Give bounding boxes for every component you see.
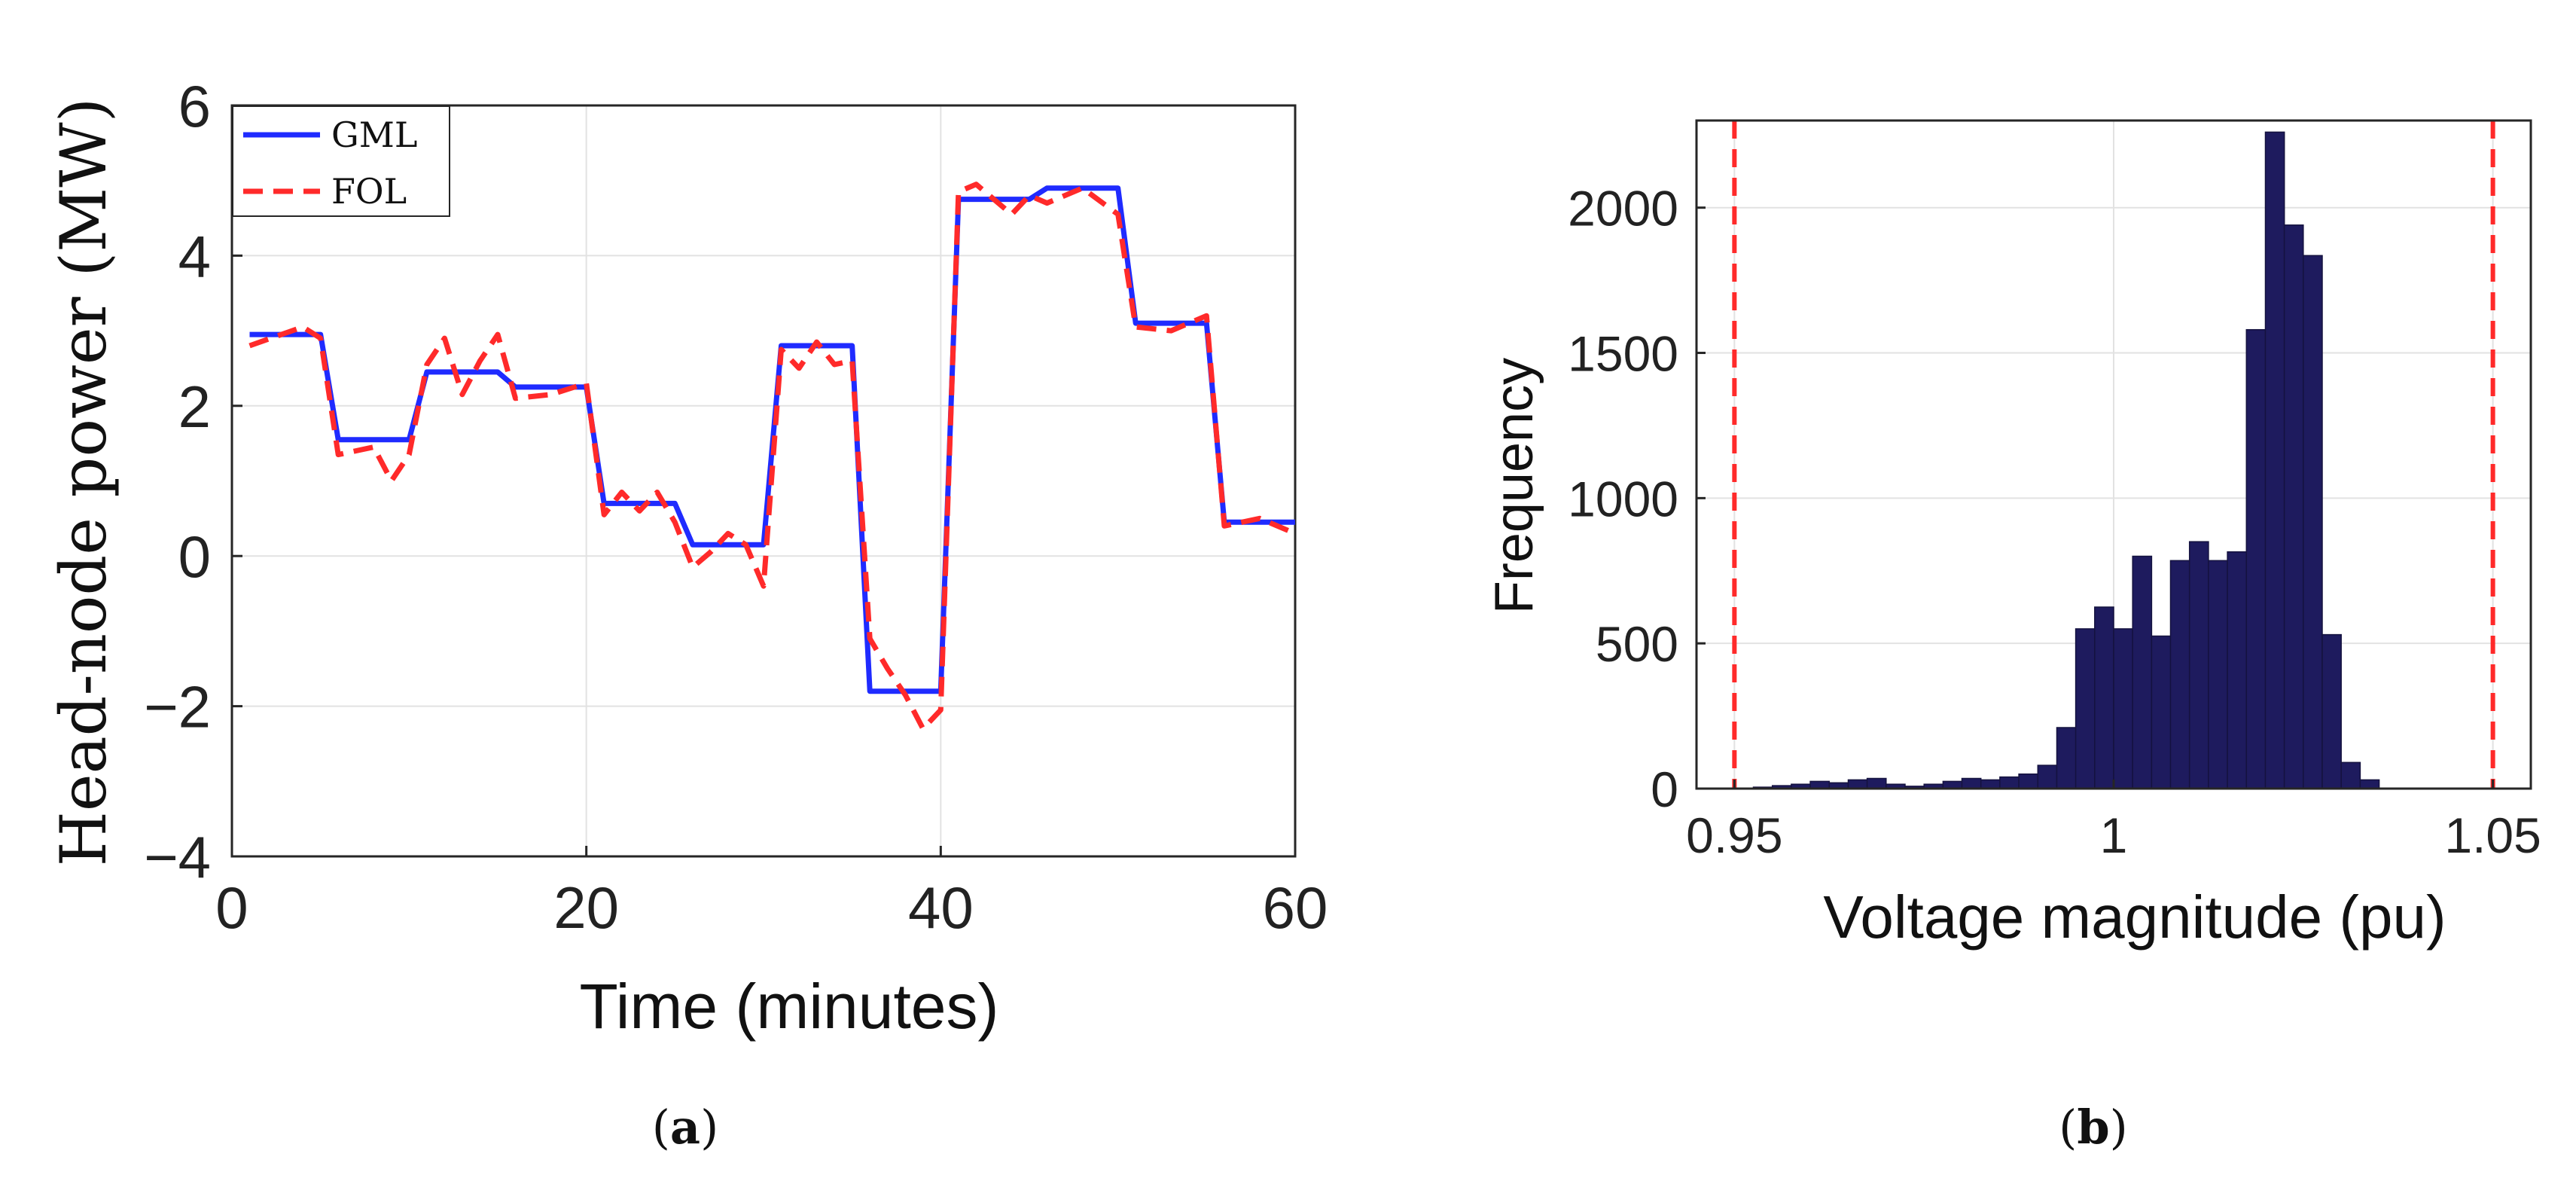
histogram-bar <box>2151 635 2172 789</box>
histogram-bar <box>2094 606 2114 789</box>
chart-a-x-tick-label: 60 <box>1263 874 1328 941</box>
histogram-bar <box>2321 633 2342 789</box>
chart-b-ticks: 0.95 1 1.05 2000 1500 1000 500 0 <box>1568 181 2541 863</box>
chart-b-reference-lines <box>1732 121 2495 789</box>
chart-b-x-tick-label: 1.05 <box>2444 807 2541 863</box>
chart-a-y-tick-label: 4 <box>178 223 211 289</box>
chart-a-y-tick-label: 2 <box>178 374 211 440</box>
chart-b-y-axis-label: Frequency <box>1484 358 1544 614</box>
chart-b-y-tick-label: 0 <box>1651 761 1678 817</box>
chart-a-caption: (a) <box>652 1100 719 1155</box>
series-line-fol <box>248 182 1297 731</box>
histogram-bar <box>2188 541 2209 789</box>
histogram-bar <box>1847 779 1868 789</box>
chart-a-series <box>248 182 1297 731</box>
legend-box <box>232 105 450 217</box>
histogram-bar <box>2037 764 2058 789</box>
chart-a-axes-box <box>230 104 1297 858</box>
histogram-bar <box>2169 560 2190 789</box>
histogram-bar <box>2075 628 2096 789</box>
chart-a-legend: GML FOL <box>232 105 450 217</box>
chart-b-x-tick-label: 0.95 <box>1686 807 1782 863</box>
chart-b-caption: (b) <box>2059 1100 2128 1155</box>
chart-a-grid <box>231 105 1296 857</box>
chart-b: 0.95 1 1.05 2000 1500 1000 500 0 Voltage magnit… <box>1484 119 2541 1155</box>
histogram-bar <box>2227 551 2248 789</box>
histogram-bar <box>2056 727 2077 789</box>
histogram-bar <box>2303 255 2323 789</box>
chart-b-bars <box>1752 131 2380 789</box>
chart-a-y-axis-label: Head-node power (MW) <box>47 98 120 867</box>
histogram-bar <box>2264 131 2285 789</box>
chart-a-x-tick-label: 20 <box>553 874 619 941</box>
chart-b-y-tick-label: 2000 <box>1568 181 1678 237</box>
histogram-bar <box>2245 328 2267 789</box>
chart-a-y-tick-label: 6 <box>178 73 211 139</box>
histogram-bar <box>2113 628 2133 789</box>
chart-b-y-tick-label: 1000 <box>1568 471 1678 526</box>
legend-gml-label: GML <box>331 114 417 155</box>
histogram-bar <box>1999 776 2020 789</box>
chart-a-x-tick-label: 0 <box>215 874 248 941</box>
histogram-bar <box>2132 555 2153 789</box>
chart-a-x-axis-label: Time (minutes) <box>580 971 999 1042</box>
histogram-bar <box>2283 224 2304 789</box>
chart-b-y-tick-label: 1500 <box>1568 326 1678 382</box>
chart-a-y-tick-label: 0 <box>178 523 211 590</box>
histogram-bar <box>2208 560 2228 789</box>
chart-b-x-tick-label: 1 <box>2100 807 2128 863</box>
series-line-gml <box>249 185 1295 694</box>
histogram-bar <box>1866 777 1887 789</box>
histogram-bar <box>2340 761 2361 789</box>
histogram-bar <box>1961 777 1982 789</box>
chart-a-y-tick-label: −2 <box>144 674 211 740</box>
chart-b-x-axis-label: Voltage magnitude (pu) <box>1823 884 2446 951</box>
chart-b-y-tick-label: 500 <box>1596 616 1678 672</box>
chart-a-y-tick-label: −4 <box>144 824 211 890</box>
histogram-bar <box>2018 773 2039 789</box>
legend-fol-label: FOL <box>331 171 407 212</box>
histogram-bar <box>1980 779 2001 789</box>
histogram-bar <box>2359 779 2380 789</box>
chart-a-x-tick-label: 40 <box>908 874 974 941</box>
